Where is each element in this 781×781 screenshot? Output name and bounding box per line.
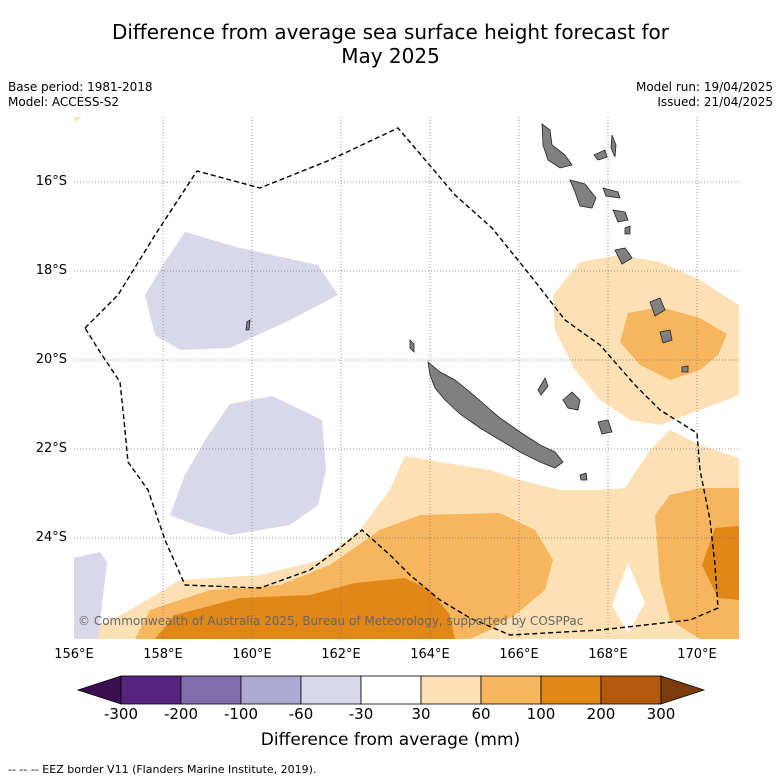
vanuatu-pentecost [602, 187, 621, 199]
colorbar-tick-5: -30 [348, 705, 374, 723]
model-run: Model run: 19/04/2025 [635, 80, 773, 94]
title-line-1: Difference from average sea surface heig… [111, 20, 670, 44]
lat-label-18s: 18°S [35, 263, 67, 278]
vanuatu-maewo [610, 134, 617, 158]
matthew-island [649, 297, 666, 317]
meta-right: Model run: 19/04/2025 Issued: 21/04/2025 [636, 80, 773, 110]
colorbar-tick-7: 60 [471, 705, 491, 723]
lon-label-166e: 166°E [499, 647, 539, 662]
region-dark-orange-southeast [702, 526, 739, 600]
vanuatu-ambae [593, 149, 608, 161]
issued-date: Issued: 21/04/2025 [657, 95, 773, 109]
region-mid-orange-east [620, 307, 727, 380]
copyright-text: © Commonwealth of Australia 2025, Bureau… [78, 614, 584, 628]
lon-label-168e: 168°E [588, 647, 628, 662]
small-islet-1 [681, 365, 689, 373]
vanuatu-malekula [569, 179, 597, 209]
lat-label-22s: 22°S [35, 441, 67, 456]
eez-legend: -- -- -- EEZ border V11 (Flanders Marine… [8, 763, 317, 776]
lat-label-16s: 16°S [35, 174, 67, 189]
loyalty-island-1 [537, 377, 549, 396]
lon-label-162e: 162°E [321, 647, 361, 662]
vanuatu-erromango [614, 247, 633, 265]
colorbar-tick-10: 300 [646, 705, 676, 723]
region-light-purple-west [74, 552, 107, 639]
region-light-purple-north [145, 232, 338, 350]
colorbar-tick-8: 100 [526, 705, 556, 723]
colorbar-tick-6: 30 [411, 705, 431, 723]
lon-label-164e: 164°E [410, 647, 450, 662]
land-masses [245, 123, 689, 481]
region-white-hole [612, 563, 645, 633]
lat-label-24s: 24°S [35, 530, 67, 545]
lon-label-160e: 160°E [232, 647, 272, 662]
colorbar-tick-9: 200 [586, 705, 616, 723]
small-islet-2 [245, 319, 251, 331]
colorbar-tick-3: -100 [223, 705, 259, 723]
region-light-orange-corner [74, 117, 82, 122]
new-caledonia [427, 361, 564, 469]
lon-label-158e: 158°E [143, 647, 183, 662]
vanuatu-espiritu-santo [541, 123, 573, 169]
loyalty-island-2 [562, 391, 581, 411]
meta-left: Base period: 1981-2018 Model: ACCESS-S2 [8, 80, 153, 110]
lon-label-170e: 170°E [677, 647, 717, 662]
eez-border [84, 127, 719, 636]
region-light-purple-central [170, 396, 326, 535]
lat-label-20s: 20°S [35, 352, 67, 367]
vanuatu-tanna [624, 225, 631, 235]
loyalty-island-3 [597, 419, 613, 435]
chart-title: Difference from average sea surface heig… [0, 20, 781, 68]
lon-label-156e: 156°E [54, 647, 94, 662]
vanuatu-efate [612, 209, 629, 223]
colorbar-label: Difference from average (mm) [260, 730, 521, 750]
region-dark-orange-south [155, 578, 455, 639]
title-line-2: May 2025 [341, 44, 440, 68]
colorbar-tick-2: -200 [163, 705, 199, 723]
colorbar-tick-4: -60 [288, 705, 314, 723]
colorbar-tick-1: -300 [103, 705, 139, 723]
small-islet-3 [409, 339, 415, 353]
model-name: Model: ACCESS-S2 [8, 95, 120, 109]
isle-of-pines [579, 472, 588, 481]
hunter-island [659, 329, 673, 344]
base-period: Base period: 1981-2018 [8, 80, 153, 94]
gridlines [74, 117, 739, 639]
